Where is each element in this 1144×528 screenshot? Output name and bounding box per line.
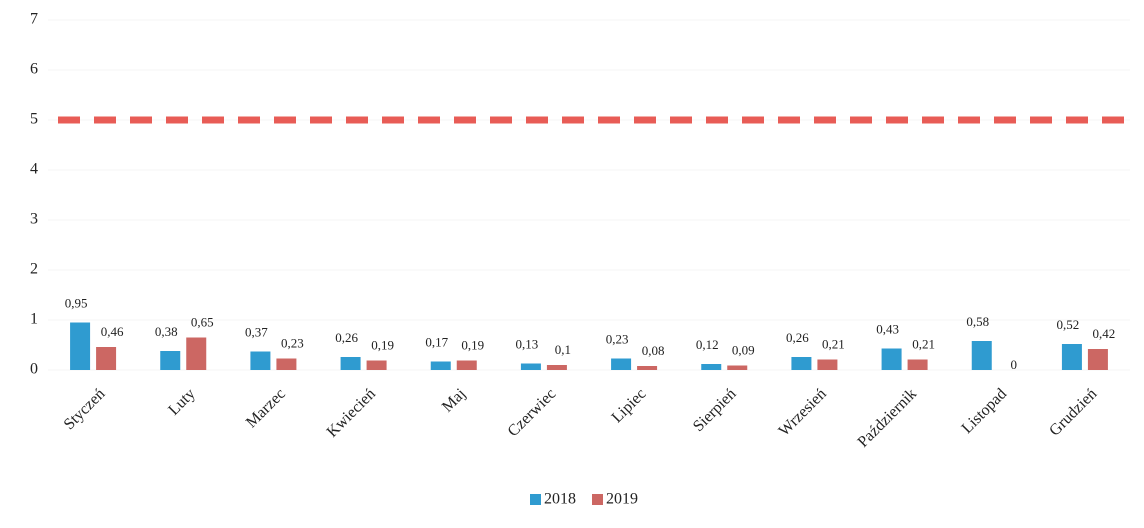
bar [430,361,451,370]
x-tick-label: Listopad [959,385,1011,437]
data-label: 0,38 [155,324,178,339]
bar [546,365,567,370]
y-tick-label: 1 [30,311,38,328]
bar [1087,349,1108,370]
y-tick-label: 0 [30,361,38,378]
bar [971,341,992,370]
y-tick-label: 3 [30,211,38,228]
data-label: 0,09 [732,342,755,357]
bar [276,358,297,370]
data-label: 0,21 [822,336,845,351]
bar [727,365,748,370]
x-tick-label: Wrzesień [776,385,830,439]
data-label: 0,17 [425,334,448,349]
legend-label: 2019 [606,491,638,508]
data-label: 0,19 [371,337,394,352]
data-label: 0,95 [65,295,88,310]
bar [160,351,181,370]
data-label: 0,52 [1057,317,1080,332]
data-label: 0,12 [696,337,719,352]
bar [637,366,658,370]
data-label: 0,26 [335,330,358,345]
data-label: 0,65 [191,314,214,329]
x-tick-label: Lipiec [609,385,650,426]
data-label: 0,43 [876,321,899,336]
data-label: 0,23 [281,335,304,350]
x-tick-label: Grudzień [1046,385,1100,439]
bar [791,357,812,370]
x-tick-label: Styczeń [61,385,109,433]
bar [70,322,91,370]
data-label: 0,58 [966,314,989,329]
data-label: 0,08 [642,343,665,358]
data-label: 0,46 [101,324,124,339]
bar [250,351,271,370]
bar [611,358,632,370]
y-tick-label: 2 [30,261,38,278]
data-label: 0 [1011,357,1018,372]
bar [1061,344,1082,370]
x-tick-label: Luty [165,385,198,418]
bar [340,357,361,370]
y-tick-label: 4 [30,161,38,178]
data-label: 0,13 [516,336,539,351]
data-label: 0,19 [461,337,484,352]
x-tick-label: Maj [439,385,469,415]
data-label: 0,1 [555,342,571,357]
x-tick-label: Marzec [243,385,289,431]
bar [907,359,928,370]
x-tick-label: Czerwiec [505,385,560,440]
bar [366,360,387,370]
bar [456,360,477,370]
y-tick-label: 7 [30,11,38,28]
y-tick-label: 6 [30,61,38,78]
data-label: 0,21 [912,336,935,351]
bar [96,347,117,370]
bar [817,359,838,370]
x-tick-label: Kwiecień [324,385,379,440]
legend-label: 2018 [544,491,576,508]
data-label: 0,23 [606,331,629,346]
bar [520,363,541,370]
y-tick-label: 5 [30,111,38,128]
bar [701,364,722,370]
bar [881,348,902,370]
legend-swatch [592,494,603,505]
legend-swatch [530,494,541,505]
data-label: 0,37 [245,324,268,339]
data-label: 0,42 [1093,326,1116,341]
bar [186,337,207,370]
x-tick-label: Sierpień [690,385,740,435]
data-label: 0,26 [786,330,809,345]
x-tick-label: Październik [855,385,920,450]
